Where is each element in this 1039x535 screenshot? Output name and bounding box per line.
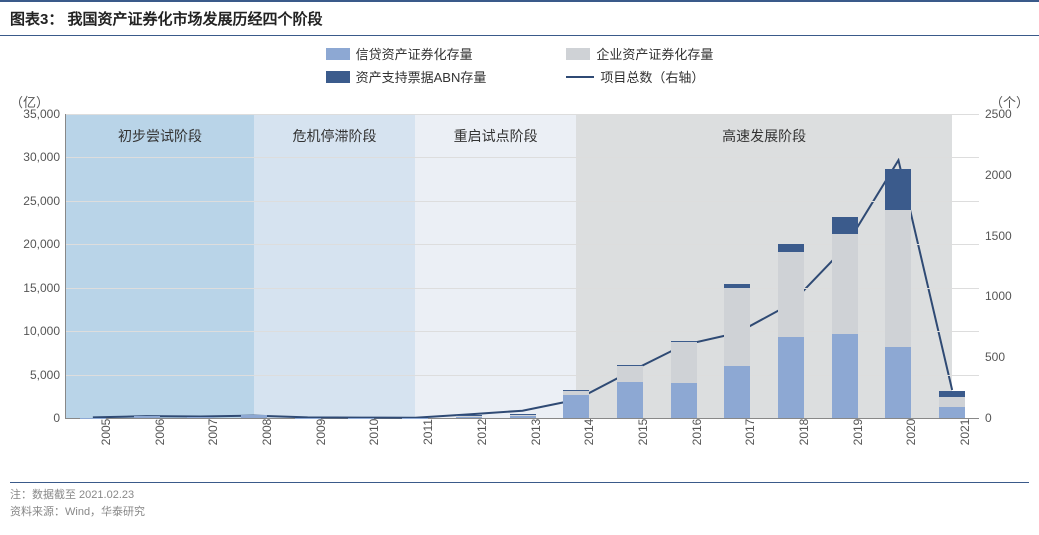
legend-swatch-series4: [566, 76, 594, 78]
legend-item-series3: 资产支持票据ABN存量: [326, 67, 487, 86]
bar-segment: [563, 391, 589, 394]
x-tick: 2008: [254, 419, 274, 446]
x-tick: 2012: [469, 419, 489, 446]
x-tick: 2021: [952, 419, 972, 446]
bar-segment: [617, 365, 643, 366]
bar-segment: [885, 347, 911, 418]
bar-segment: [510, 415, 536, 418]
legend-item-series4: 项目总数（右轴）: [566, 67, 713, 86]
bar-segment: [939, 391, 965, 397]
x-tick: 2017: [737, 419, 757, 446]
x-tick: 2007: [200, 419, 220, 446]
bar-segment: [563, 390, 589, 391]
bar-segment: [885, 210, 911, 347]
phase-label: 高速发展阶段: [722, 126, 806, 146]
bar-segment: [510, 415, 536, 416]
y-left-tick: 30,000: [23, 150, 66, 164]
phase-region: 初步尝试阶段: [66, 114, 254, 418]
bar-segment: [724, 284, 750, 287]
x-tick: 2009: [308, 419, 328, 446]
y-left-tick: 15,000: [23, 281, 66, 295]
legend: 信贷资产证券化存量 资产支持票据ABN存量 企业资产证券化存量 项目总数（右轴）: [10, 44, 1029, 86]
x-tick: 2013: [523, 419, 543, 446]
bar-segment: [456, 416, 482, 418]
bar-segment: [724, 366, 750, 418]
bar-segment: [939, 397, 965, 407]
x-tick: 2011: [415, 419, 435, 445]
chart-title: 图表3： 我国资产证券化市场发展历经四个阶段: [0, 0, 1039, 36]
bar-segment: [671, 383, 697, 418]
y-left-tick: 35,000: [23, 107, 66, 121]
divider: [10, 482, 1029, 483]
legend-swatch-series3: [326, 71, 350, 83]
legend-item-series2: 企业资产证券化存量: [566, 44, 713, 63]
y-right-tick: 1000: [979, 289, 1012, 303]
bar-segment: [617, 382, 643, 418]
x-tick: 2020: [898, 419, 918, 446]
bar-segment: [241, 415, 267, 418]
y-right-tick: 500: [979, 350, 1005, 364]
y-left-tick: 5,000: [30, 368, 66, 382]
bar-segment: [778, 244, 804, 252]
x-tick: 2005: [93, 419, 113, 446]
bar-segment: [939, 407, 965, 418]
x-tick: 2019: [845, 419, 865, 446]
legend-label: 信贷资产证券化存量: [356, 44, 473, 63]
legend-swatch-series2: [566, 48, 590, 60]
plot-area: 高速发展阶段重启试点阶段危机停滞阶段初步尝试阶段 05,00010,00015,…: [65, 114, 979, 419]
y-left-tick: 0: [53, 411, 66, 425]
x-tick: 2010: [361, 419, 381, 446]
x-tick: 2016: [684, 419, 704, 446]
y-right-tick: 2000: [979, 168, 1012, 182]
bar-segment: [885, 169, 911, 210]
bar-segment: [617, 366, 643, 383]
phase-region: 重启试点阶段: [415, 114, 576, 418]
y-left-tick: 10,000: [23, 324, 66, 338]
x-tick: 2018: [791, 419, 811, 446]
bar-segment: [187, 417, 213, 418]
bar-segment: [671, 341, 697, 343]
footnote-source: 资料来源：Wind，华泰研究: [10, 504, 1029, 521]
phase-label: 危机停滞阶段: [293, 126, 377, 146]
legend-label: 企业资产证券化存量: [596, 44, 713, 63]
chart-container: 信贷资产证券化存量 资产支持票据ABN存量 企业资产证券化存量 项目总数（右轴）…: [10, 44, 1029, 474]
y-left-tick: 25,000: [23, 194, 66, 208]
phase-label: 重启试点阶段: [454, 126, 538, 146]
phase-region: 危机停滞阶段: [254, 114, 415, 418]
gridline: [66, 157, 979, 158]
legend-label: 资产支持票据ABN存量: [356, 67, 487, 86]
bar-segment: [563, 395, 589, 418]
gridline: [66, 114, 979, 115]
y-right-tick: 1500: [979, 229, 1012, 243]
bar-segment: [832, 234, 858, 334]
legend-swatch-series1: [326, 48, 350, 60]
legend-label: 项目总数（右轴）: [600, 67, 704, 86]
x-tick: 2015: [630, 419, 650, 446]
gridline: [66, 201, 979, 202]
bar-segment: [134, 416, 160, 418]
phase-label: 初步尝试阶段: [118, 126, 202, 146]
legend-item-series1: 信贷资产证券化存量: [326, 44, 487, 63]
y-left-tick: 20,000: [23, 237, 66, 251]
x-tick: 2014: [576, 419, 596, 446]
bar-segment: [778, 337, 804, 418]
bar-segment: [510, 414, 536, 415]
footnote-date: 注：数据截至 2021.02.23: [10, 487, 1029, 504]
bar-segment: [724, 288, 750, 366]
bar-segment: [832, 334, 858, 418]
bar-segment: [778, 252, 804, 337]
x-tick: 2006: [147, 419, 167, 446]
bar-segment: [832, 217, 858, 234]
y-right-tick: 2500: [979, 107, 1012, 121]
y-right-tick: 0: [979, 411, 992, 425]
bar-segment: [671, 342, 697, 383]
